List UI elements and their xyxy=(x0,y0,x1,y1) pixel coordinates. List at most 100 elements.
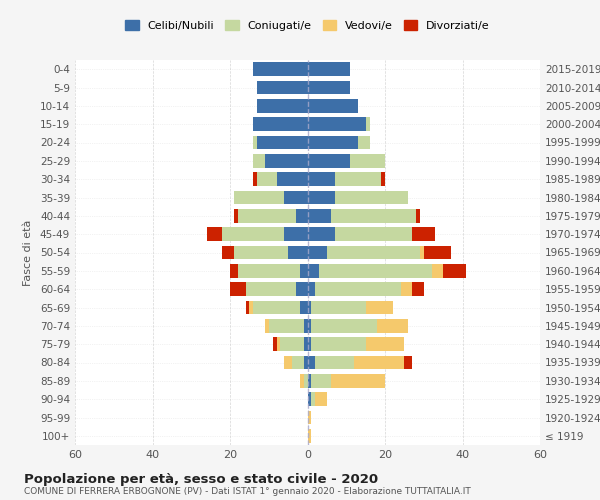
Bar xyxy=(424,246,451,260)
Bar xyxy=(308,209,331,222)
Bar xyxy=(292,356,304,370)
Bar xyxy=(308,356,315,370)
Bar xyxy=(253,118,308,131)
Bar xyxy=(335,190,408,204)
Bar xyxy=(230,264,238,278)
Bar xyxy=(315,392,327,406)
Bar xyxy=(277,172,308,186)
Bar xyxy=(308,80,350,94)
Bar xyxy=(308,319,311,332)
Bar xyxy=(269,319,304,332)
Bar xyxy=(308,190,335,204)
Bar xyxy=(308,62,350,76)
Bar xyxy=(300,374,304,388)
Bar xyxy=(401,282,412,296)
Bar xyxy=(365,338,404,351)
Bar xyxy=(308,392,311,406)
Bar xyxy=(257,172,277,186)
Legend: Celibi/Nubili, Coniugati/e, Vedovi/e, Divorziati/e: Celibi/Nubili, Coniugati/e, Vedovi/e, Di… xyxy=(121,16,494,35)
Bar xyxy=(253,62,308,76)
Bar xyxy=(238,209,296,222)
Bar xyxy=(245,300,250,314)
Bar xyxy=(308,374,311,388)
Bar xyxy=(257,136,308,149)
Bar xyxy=(284,190,308,204)
Bar xyxy=(335,228,412,241)
Bar xyxy=(265,154,308,168)
Bar xyxy=(365,118,370,131)
Bar xyxy=(365,300,393,314)
Bar xyxy=(308,99,358,112)
Bar xyxy=(277,338,280,351)
Bar xyxy=(354,356,404,370)
Bar xyxy=(308,118,365,131)
Bar xyxy=(300,300,308,314)
Bar xyxy=(288,246,308,260)
Bar xyxy=(327,246,420,260)
Bar xyxy=(311,374,331,388)
Bar xyxy=(272,338,277,351)
Bar xyxy=(311,338,365,351)
Bar xyxy=(335,172,381,186)
Bar xyxy=(331,209,416,222)
Bar xyxy=(284,356,292,370)
Bar xyxy=(222,246,234,260)
Bar xyxy=(420,246,424,260)
Bar xyxy=(308,264,319,278)
Bar xyxy=(304,319,308,332)
Bar xyxy=(238,264,300,278)
Bar xyxy=(300,264,308,278)
Bar xyxy=(280,338,304,351)
Bar xyxy=(265,319,269,332)
Bar xyxy=(443,264,466,278)
Bar xyxy=(308,228,335,241)
Text: Popolazione per età, sesso e stato civile - 2020: Popolazione per età, sesso e stato civil… xyxy=(24,472,378,486)
Bar xyxy=(253,172,257,186)
Bar xyxy=(412,228,436,241)
Text: COMUNE DI FERRERA ERBOGNONE (PV) - Dati ISTAT 1° gennaio 2020 - Elaborazione TUT: COMUNE DI FERRERA ERBOGNONE (PV) - Dati … xyxy=(24,488,471,496)
Bar xyxy=(315,282,401,296)
Bar xyxy=(253,154,265,168)
Bar xyxy=(250,300,253,314)
Bar xyxy=(207,228,222,241)
Bar xyxy=(257,80,308,94)
Bar xyxy=(308,154,350,168)
Bar xyxy=(234,190,284,204)
Bar xyxy=(416,209,420,222)
Bar xyxy=(308,410,311,424)
Bar xyxy=(304,338,308,351)
Bar xyxy=(222,228,284,241)
Bar xyxy=(308,300,311,314)
Bar xyxy=(311,319,377,332)
Bar xyxy=(308,429,311,442)
Bar xyxy=(304,374,308,388)
Bar xyxy=(296,282,308,296)
Bar xyxy=(404,356,412,370)
Bar xyxy=(230,282,245,296)
Bar xyxy=(331,374,385,388)
Bar xyxy=(253,136,257,149)
Bar xyxy=(245,282,296,296)
Bar xyxy=(319,264,431,278)
Bar xyxy=(234,246,288,260)
Bar xyxy=(308,136,358,149)
Bar xyxy=(308,338,311,351)
Bar xyxy=(257,99,308,112)
Bar xyxy=(350,154,385,168)
Bar xyxy=(381,172,385,186)
Bar xyxy=(308,172,335,186)
Bar xyxy=(377,319,408,332)
Bar xyxy=(311,300,365,314)
Bar xyxy=(308,282,315,296)
Bar xyxy=(253,300,300,314)
Bar xyxy=(304,356,308,370)
Bar xyxy=(431,264,443,278)
Y-axis label: Fasce di età: Fasce di età xyxy=(23,220,33,286)
Bar xyxy=(296,209,308,222)
Bar xyxy=(311,392,315,406)
Bar xyxy=(358,136,370,149)
Bar xyxy=(284,228,308,241)
Bar xyxy=(234,209,238,222)
Bar xyxy=(308,246,327,260)
Bar xyxy=(412,282,424,296)
